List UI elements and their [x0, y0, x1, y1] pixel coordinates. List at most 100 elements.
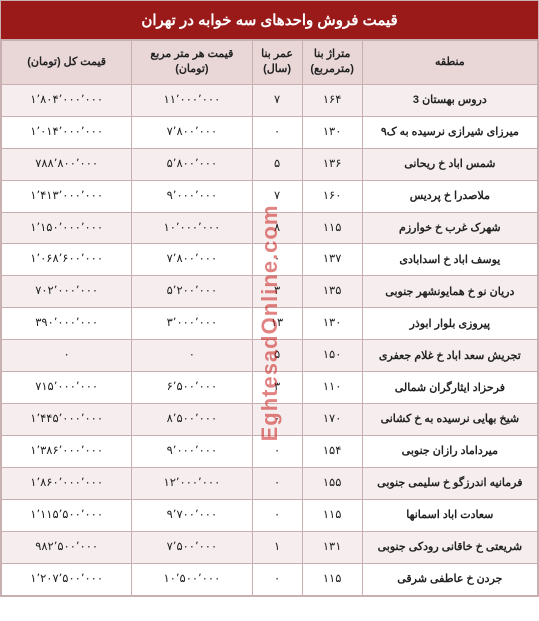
cell-ppm: ۵٬۲۰۰٬۰۰۰: [132, 276, 252, 308]
cell-region: شهرک غرب خ خوارزم: [362, 212, 537, 244]
cell-area: ۱۱۵: [302, 499, 362, 531]
cell-total: ۱٬۳۸۶٬۰۰۰٬۰۰۰: [2, 436, 132, 468]
cell-area: ۱۵۴: [302, 436, 362, 468]
cell-region: دروس بهستان 3: [362, 84, 537, 116]
cell-total: ۹۸۲٬۵۰۰٬۰۰۰: [2, 531, 132, 563]
cell-region: شیخ بهایی نرسیده به خ کشانی: [362, 404, 537, 436]
cell-total: ۱٬۲۰۷٬۵۰۰٬۰۰۰: [2, 563, 132, 595]
cell-region: شمس اباد خ ریحانی: [362, 148, 537, 180]
cell-age: ۰: [252, 116, 302, 148]
table-row: شمس اباد خ ریحانی۱۳۶۵۵٬۸۰۰٬۰۰۰۷۸۸٬۸۰۰٬۰۰…: [2, 148, 538, 180]
cell-total: ۷۰۲٬۰۰۰٬۰۰۰: [2, 276, 132, 308]
table-row: تجریش سعد اباد خ غلام جعفری۱۵۰۵۰۰: [2, 340, 538, 372]
table-row: سعادت اباد اسمانها۱۱۵۰۹٬۷۰۰٬۰۰۰۱٬۱۱۵٬۵۰۰…: [2, 499, 538, 531]
cell-area: ۱۳۵: [302, 276, 362, 308]
cell-ppm: ۶٬۵۰۰٬۰۰۰: [132, 372, 252, 404]
cell-region: شریعتی خ خاقانی رودکی جنوبی: [362, 531, 537, 563]
cell-age: ۱: [252, 531, 302, 563]
cell-area: ۱۳۱: [302, 531, 362, 563]
cell-ppm: ۱۰٬۵۰۰٬۰۰۰: [132, 563, 252, 595]
cell-ppm: ۷٬۸۰۰٬۰۰۰: [132, 116, 252, 148]
cell-age: ۰: [252, 244, 302, 276]
cell-age: ۷: [252, 180, 302, 212]
cell-region: میرداماد رازان جنوبی: [362, 436, 537, 468]
table-row: فرمانیه اندرزگو خ سلیمی جنوبی۱۵۵۰۱۲٬۰۰۰٬…: [2, 468, 538, 500]
cell-total: ۱٬۰۶۸٬۶۰۰٬۰۰۰: [2, 244, 132, 276]
cell-region: فرحزاد ایثارگران شمالی: [362, 372, 537, 404]
cell-region: دریان نو خ همایونشهر جنوبی: [362, 276, 537, 308]
cell-ppm: ۹٬۷۰۰٬۰۰۰: [132, 499, 252, 531]
cell-region: تجریش سعد اباد خ غلام جعفری: [362, 340, 537, 372]
cell-ppm: ۹٬۰۰۰٬۰۰۰: [132, 180, 252, 212]
cell-age: ۱۳: [252, 308, 302, 340]
price-table: منطقه متراژ بنا(مترمربع) عمر بنا(سال) قی…: [1, 40, 538, 596]
cell-age: ۸: [252, 212, 302, 244]
table-row: جردن خ عاطفی شرقی۱۱۵۰۱۰٬۵۰۰٬۰۰۰۱٬۲۰۷٬۵۰۰…: [2, 563, 538, 595]
table-row: شیخ بهایی نرسیده به خ کشانی۱۷۰۰۸٬۵۰۰٬۰۰۰…: [2, 404, 538, 436]
table-row: میرداماد رازان جنوبی۱۵۴۰۹٬۰۰۰٬۰۰۰۱٬۳۸۶٬۰…: [2, 436, 538, 468]
cell-age: ۰: [252, 404, 302, 436]
cell-ppm: ۳٬۰۰۰٬۰۰۰: [132, 308, 252, 340]
cell-area: ۱۱۵: [302, 563, 362, 595]
header-age: عمر بنا(سال): [252, 41, 302, 85]
cell-region: میرزای شیرازی نرسیده به ک۹: [362, 116, 537, 148]
cell-age: ۰: [252, 499, 302, 531]
table-title: قیمت فروش واحدهای سه خوابه در تهران: [1, 1, 538, 40]
cell-total: ۷۸۸٬۸۰۰٬۰۰۰: [2, 148, 132, 180]
header-ppm: قیمت هر متر مربع(تومان): [132, 41, 252, 85]
cell-area: ۱۱۰: [302, 372, 362, 404]
header-region: منطقه: [362, 41, 537, 85]
table-row: دریان نو خ همایونشهر جنوبی۱۳۵۳۵٬۲۰۰٬۰۰۰۷…: [2, 276, 538, 308]
cell-area: ۱۱۵: [302, 212, 362, 244]
table-body: دروس بهستان 3۱۶۴۷۱۱٬۰۰۰٬۰۰۰۱٬۸۰۴٬۰۰۰٬۰۰۰…: [2, 84, 538, 595]
cell-total: ۷۱۵٬۰۰۰٬۰۰۰: [2, 372, 132, 404]
cell-age: ۰: [252, 563, 302, 595]
cell-region: پیروزی بلوار ابوذر: [362, 308, 537, 340]
cell-area: ۱۶۰: [302, 180, 362, 212]
header-row: منطقه متراژ بنا(مترمربع) عمر بنا(سال) قی…: [2, 41, 538, 85]
cell-total: ۱٬۱۵۰٬۰۰۰٬۰۰۰: [2, 212, 132, 244]
cell-total: ۱٬۸۰۴٬۰۰۰٬۰۰۰: [2, 84, 132, 116]
table-row: ملاصدرا خ پردیس۱۶۰۷۹٬۰۰۰٬۰۰۰۱٬۴۱۳٬۰۰۰٬۰۰…: [2, 180, 538, 212]
cell-ppm: ۸٬۵۰۰٬۰۰۰: [132, 404, 252, 436]
table-row: شهرک غرب خ خوارزم۱۱۵۸۱۰٬۰۰۰٬۰۰۰۱٬۱۵۰٬۰۰۰…: [2, 212, 538, 244]
cell-area: ۱۳۰: [302, 116, 362, 148]
cell-age: ۳: [252, 276, 302, 308]
cell-area: ۱۶۴: [302, 84, 362, 116]
cell-region: یوسف اباد خ اسدابادی: [362, 244, 537, 276]
cell-ppm: ۱۰٬۰۰۰٬۰۰۰: [132, 212, 252, 244]
cell-ppm: ۰: [132, 340, 252, 372]
cell-ppm: ۵٬۸۰۰٬۰۰۰: [132, 148, 252, 180]
cell-region: ملاصدرا خ پردیس: [362, 180, 537, 212]
table-row: دروس بهستان 3۱۶۴۷۱۱٬۰۰۰٬۰۰۰۱٬۸۰۴٬۰۰۰٬۰۰۰: [2, 84, 538, 116]
header-area: متراژ بنا(مترمربع): [302, 41, 362, 85]
cell-total: ۳۹۰٬۰۰۰٬۰۰۰: [2, 308, 132, 340]
table-row: فرحزاد ایثارگران شمالی۱۱۰۳۶٬۵۰۰٬۰۰۰۷۱۵٬۰…: [2, 372, 538, 404]
table-row: شریعتی خ خاقانی رودکی جنوبی۱۳۱۱۷٬۵۰۰٬۰۰۰…: [2, 531, 538, 563]
cell-region: فرمانیه اندرزگو خ سلیمی جنوبی: [362, 468, 537, 500]
cell-total: ۱٬۸۶۰٬۰۰۰٬۰۰۰: [2, 468, 132, 500]
cell-area: ۱۵۵: [302, 468, 362, 500]
cell-age: ۵: [252, 340, 302, 372]
header-total: قیمت کل (تومان): [2, 41, 132, 85]
cell-area: ۱۵۰: [302, 340, 362, 372]
cell-total: ۱٬۴۱۳٬۰۰۰٬۰۰۰: [2, 180, 132, 212]
cell-ppm: ۱۲٬۰۰۰٬۰۰۰: [132, 468, 252, 500]
cell-ppm: ۷٬۸۰۰٬۰۰۰: [132, 244, 252, 276]
cell-total: ۰: [2, 340, 132, 372]
cell-total: ۱٬۰۱۴٬۰۰۰٬۰۰۰: [2, 116, 132, 148]
cell-region: جردن خ عاطفی شرقی: [362, 563, 537, 595]
price-table-wrapper: قیمت فروش واحدهای سه خوابه در تهران منطق…: [0, 0, 539, 597]
cell-age: ۰: [252, 468, 302, 500]
cell-age: ۷: [252, 84, 302, 116]
cell-region: سعادت اباد اسمانها: [362, 499, 537, 531]
cell-age: ۳: [252, 372, 302, 404]
cell-ppm: ۱۱٬۰۰۰٬۰۰۰: [132, 84, 252, 116]
cell-area: ۱۷۰: [302, 404, 362, 436]
cell-age: ۰: [252, 436, 302, 468]
table-row: میرزای شیرازی نرسیده به ک۹۱۳۰۰۷٬۸۰۰٬۰۰۰۱…: [2, 116, 538, 148]
table-row: یوسف اباد خ اسدابادی۱۳۷۰۷٬۸۰۰٬۰۰۰۱٬۰۶۸٬۶…: [2, 244, 538, 276]
cell-ppm: ۹٬۰۰۰٬۰۰۰: [132, 436, 252, 468]
cell-age: ۵: [252, 148, 302, 180]
cell-area: ۱۳۰: [302, 308, 362, 340]
